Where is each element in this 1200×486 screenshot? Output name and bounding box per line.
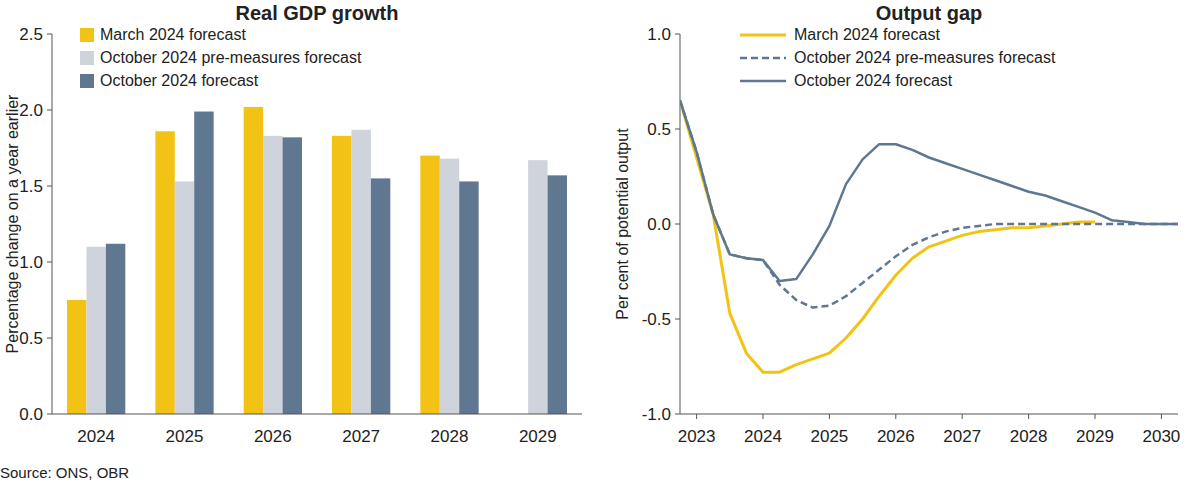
chart-title: Real GDP growth [236, 2, 399, 24]
legend-label: October 2024 forecast [794, 72, 953, 89]
legend-swatch [80, 74, 94, 88]
x-tick-label: 2028 [1010, 427, 1048, 446]
chart-canvas: 2024 2025 2026 2027 2028 2029 0.0 0.5 1.0 1.5 2.0 2… [0, 0, 1200, 486]
y-tick-label: 1.0 [647, 25, 671, 44]
x-tick [696, 414, 697, 419]
bar [86, 247, 105, 414]
source-note: Source: ONS, OBR [0, 464, 129, 481]
bar [351, 130, 370, 414]
y-tick-label: 0.0 [19, 405, 43, 424]
y-tick [675, 34, 680, 35]
y-tick [47, 110, 52, 111]
x-tick [763, 414, 764, 419]
y-tick [47, 414, 52, 415]
bars [67, 107, 567, 414]
x-tick [1095, 414, 1096, 419]
x-tick [1028, 414, 1029, 419]
y-tick [675, 224, 680, 225]
legend-swatch [80, 51, 94, 65]
y-axis-label: Percentage change on a year earlier [4, 94, 21, 354]
bar-chart: 2024 2025 2026 2027 2028 2029 0.0 0.5 1.0 1.5 2.0 2… [4, 2, 582, 446]
bar [528, 160, 547, 414]
bar [175, 181, 194, 414]
series-line [680, 101, 1178, 308]
x-tick-label: 2027 [943, 427, 981, 446]
y-axis-label: Per cent of potential output [614, 128, 631, 320]
x-tick [829, 414, 830, 419]
bar [459, 181, 478, 414]
x-tick-label: 2027 [342, 427, 380, 446]
x-tick-label: 2024 [77, 427, 115, 446]
x-tick-label: 2025 [166, 427, 204, 446]
y-tick [47, 186, 52, 187]
x-tick-label: 2029 [1076, 427, 1114, 446]
y-tick-label: 0.0 [647, 215, 671, 234]
bar [106, 244, 125, 414]
y-tick [675, 414, 680, 415]
bar [155, 131, 174, 414]
series-line [680, 101, 1095, 373]
y-tick-label: 2.0 [19, 101, 43, 120]
bar [371, 178, 390, 414]
legend-label: March 2024 forecast [794, 26, 940, 43]
bar [283, 137, 302, 414]
bar [548, 175, 567, 414]
bar [67, 300, 86, 414]
y-axis-line [52, 34, 53, 414]
x-tick-label: 2026 [877, 427, 915, 446]
x-tick-label: 2026 [254, 427, 292, 446]
legend-label: October 2024 pre-measures forecast [794, 49, 1056, 66]
lines [680, 101, 1178, 373]
x-tick [962, 414, 963, 419]
y-tick [675, 129, 680, 130]
legend-swatch [80, 28, 94, 42]
bar [420, 156, 439, 414]
y-tick-label: 1.5 [19, 177, 43, 196]
legend-swatch [740, 34, 786, 37]
chart-title: Output gap [876, 2, 983, 24]
y-tick-label: 0.5 [647, 120, 671, 139]
x-tick-label: 2030 [1142, 427, 1180, 446]
y-tick-label: 2.5 [19, 25, 43, 44]
y-tick-label: 1.0 [19, 253, 43, 272]
bar [194, 112, 213, 414]
x-tick-label: 2023 [678, 427, 716, 446]
y-tick [47, 262, 52, 263]
line-chart: 2023 2024 2025 2026 2027 2028 2029 2030 -1.0 -0.5… [614, 2, 1180, 446]
x-tick-label: 2029 [519, 427, 557, 446]
bar [244, 107, 263, 414]
bar [263, 136, 282, 414]
bar [440, 159, 459, 414]
x-tick [1161, 414, 1162, 419]
legend-label: October 2024 pre-measures forecast [100, 49, 362, 66]
x-tick-label: 2024 [744, 427, 782, 446]
legend-swatch [740, 57, 786, 60]
y-tick-label: -0.5 [642, 310, 671, 329]
x-tick-label: 2028 [431, 427, 469, 446]
bar [332, 136, 351, 414]
x-tick-label: 2025 [810, 427, 848, 446]
y-tick [675, 319, 680, 320]
y-tick [47, 338, 52, 339]
y-tick-label: 0.5 [19, 329, 43, 348]
legend-label: October 2024 forecast [100, 72, 259, 89]
x-tick [895, 414, 896, 419]
x-axis-line [52, 414, 582, 415]
series-line [680, 101, 1178, 282]
x-axis-line [680, 414, 1178, 415]
legend-swatch [740, 80, 786, 83]
legend-label: March 2024 forecast [100, 26, 246, 43]
y-tick-label: -1.0 [642, 405, 671, 424]
y-tick [47, 34, 52, 35]
